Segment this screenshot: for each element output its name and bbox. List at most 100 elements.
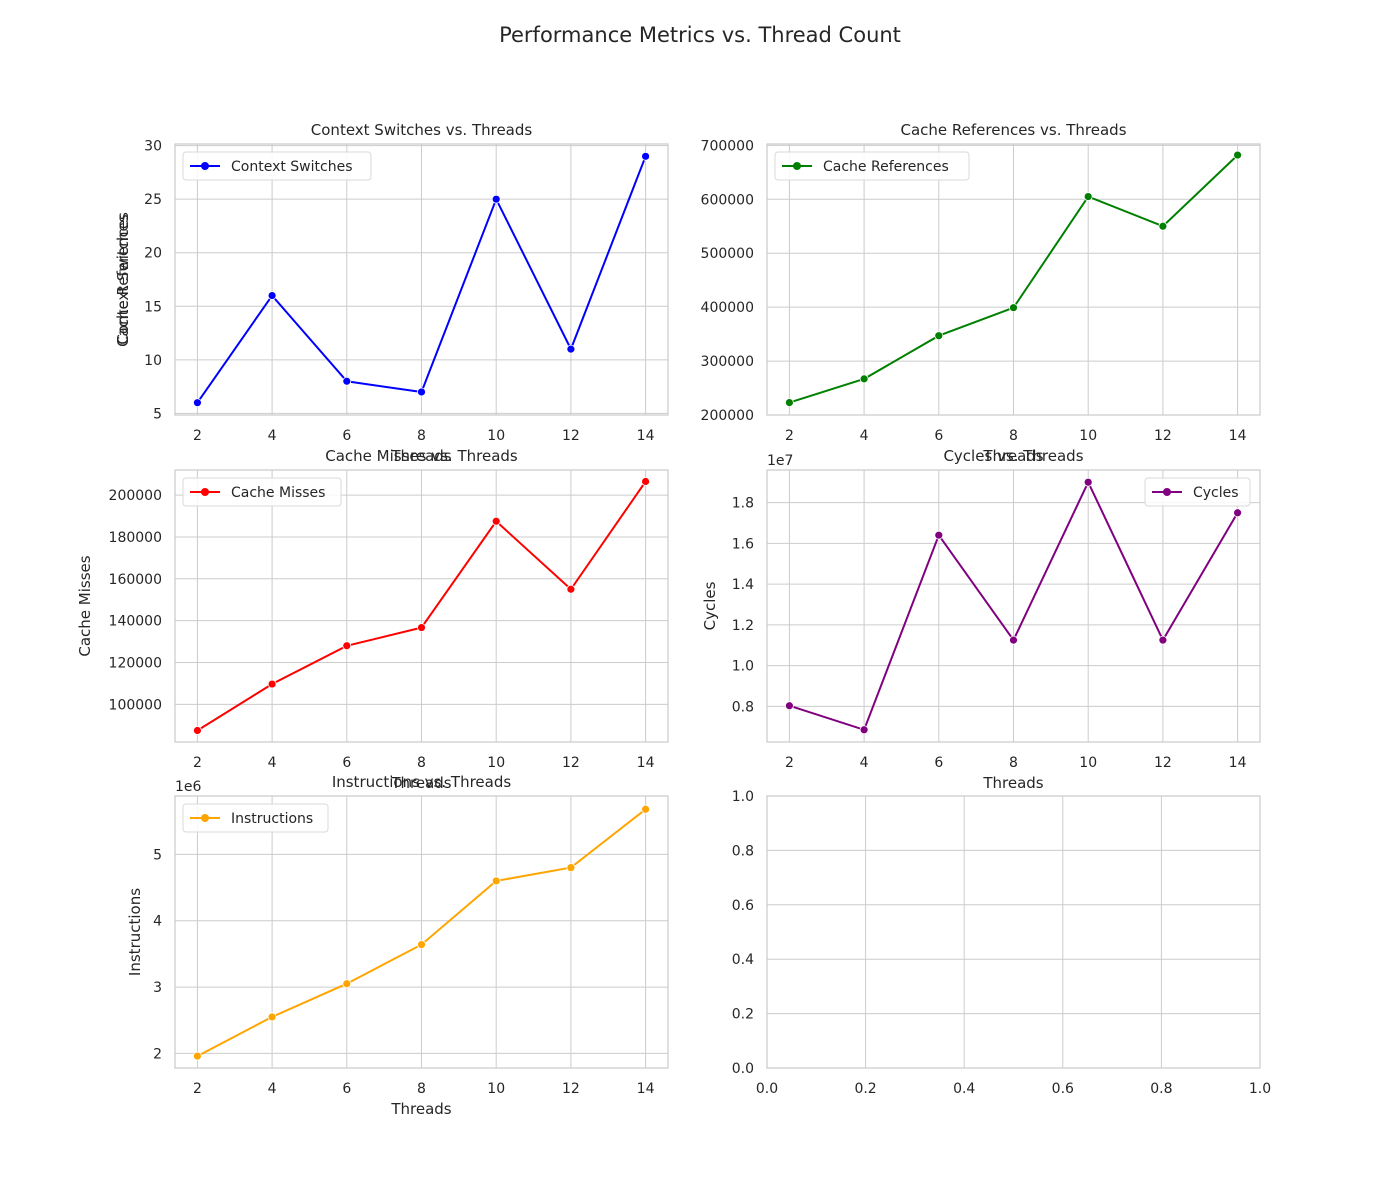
- data-point: [566, 584, 576, 594]
- x-tick-label: 8: [417, 755, 426, 771]
- y-tick-label: 1.0: [732, 789, 754, 805]
- legend: Cache References: [774, 151, 970, 181]
- y-tick-label: 400000: [701, 300, 754, 316]
- y-tick-label: 10: [144, 353, 162, 369]
- y-axis-label: Cache Misses: [76, 555, 94, 656]
- y-axis-label: Cache References: [114, 212, 132, 347]
- y-axis-label: Context Switches: [114, 214, 132, 344]
- subplot-title: Cache References vs. Threads: [900, 121, 1126, 139]
- axes-frame: [174, 795, 669, 1069]
- data-point: [417, 940, 426, 950]
- y-axis-label: Instructions: [126, 888, 144, 976]
- axes-frame: [766, 795, 1261, 1069]
- data-point: [566, 863, 576, 873]
- subplot-2: 2 4 6 8 10 12 14 200000 300000 400000 500000 600000…: [114, 121, 1261, 465]
- x-axis-label: Threads: [390, 774, 451, 792]
- x-tick-label: 10: [1079, 755, 1097, 771]
- y-tick-label: 15: [144, 299, 162, 315]
- data-point: [193, 1051, 202, 1061]
- subplot-title: Context Switches vs. Threads: [311, 121, 533, 139]
- data-point: [342, 641, 352, 651]
- y-tick-label: 1.4: [732, 577, 754, 593]
- y-tick-label: 0.2: [732, 1007, 754, 1023]
- legend-marker: [201, 162, 209, 170]
- legend: Context Switches: [182, 151, 372, 181]
- y-tick-label: 180000: [109, 530, 162, 546]
- x-tick-label: 14: [637, 1081, 655, 1097]
- x-tick-label: 6: [342, 428, 351, 444]
- legend: Cycles: [1144, 477, 1251, 507]
- x-tick-label: 8: [1009, 755, 1018, 771]
- subplot-title: Cache Misses vs. Threads: [325, 447, 518, 465]
- x-tick-label: 4: [268, 1081, 277, 1097]
- data-point: [934, 530, 944, 540]
- data-point: [267, 679, 277, 689]
- x-axis-label: Threads: [390, 1100, 451, 1118]
- y-tick-label: 0.4: [732, 952, 754, 968]
- x-tick-label: 6: [342, 1081, 351, 1097]
- legend-box: [182, 477, 342, 507]
- data-point: [417, 623, 426, 632]
- y-tick-label: 0.0: [732, 1061, 754, 1077]
- y-tick-label: 700000: [701, 138, 754, 154]
- x-tick-label: 4: [268, 428, 277, 444]
- x-tick-label: 6: [342, 755, 351, 771]
- x-tick-label: 14: [1229, 428, 1247, 444]
- y-tick-label: 0.8: [732, 699, 754, 715]
- data-point: [1158, 221, 1168, 231]
- x-tick-label: 2: [785, 755, 794, 771]
- y-offset-label: 1e7: [767, 453, 793, 469]
- x-tick-label: 1.0: [1249, 1081, 1271, 1097]
- data-point: [342, 376, 352, 386]
- legend-marker: [1163, 488, 1171, 496]
- legend-label: Cache Misses: [231, 485, 325, 501]
- data-point: [859, 374, 869, 384]
- figure-title: Performance Metrics vs. Thread Count: [499, 23, 901, 47]
- x-tick-label: 0.6: [1052, 1081, 1074, 1097]
- x-tick-label: 2: [193, 1081, 202, 1097]
- subplot-title: Cycles vs. Threads: [943, 447, 1083, 465]
- y-tick-label: 160000: [109, 572, 162, 588]
- data-point: [859, 725, 869, 735]
- y-tick-label: 4: [153, 914, 162, 930]
- subplot-6: 0.0 0.2 0.4 0.6 0.8 1.0 0.0 0.2 0.4 0.6 0.8 1.0: [732, 789, 1271, 1097]
- legend-label: Instructions: [231, 811, 313, 827]
- y-tick-label: 2: [153, 1046, 162, 1062]
- x-tick-label: 8: [417, 428, 426, 444]
- y-tick-label: 0.6: [732, 898, 754, 914]
- data-point: [267, 1012, 277, 1022]
- x-tick-label: 4: [860, 755, 869, 771]
- y-tick-label: 3: [153, 980, 162, 996]
- legend-label: Cache References: [823, 159, 949, 175]
- y-tick-label: 5: [153, 406, 162, 422]
- x-tick-label: 10: [487, 755, 505, 771]
- y-tick-label: 5: [153, 847, 162, 863]
- legend-box: [1144, 477, 1251, 507]
- data-point: [641, 804, 650, 814]
- x-tick-label: 4: [268, 755, 277, 771]
- x-axis-label: Threads: [982, 774, 1043, 792]
- data-point: [785, 398, 794, 407]
- data-point: [193, 398, 202, 408]
- axes-frame: [174, 469, 669, 743]
- axes-frame: [766, 469, 1261, 743]
- y-tick-label: 200000: [109, 488, 162, 504]
- data-point: [1083, 192, 1093, 201]
- x-tick-label: 12: [562, 428, 580, 444]
- data-point: [491, 876, 501, 886]
- x-tick-label: 0.4: [953, 1081, 975, 1097]
- data-point: [342, 979, 352, 989]
- axes-frame: [174, 143, 669, 416]
- data-point: [1233, 508, 1242, 518]
- y-tick-label: 200000: [701, 408, 754, 424]
- data-point: [1009, 635, 1018, 645]
- legend: Cache Misses: [182, 477, 342, 507]
- legend-label: Context Switches: [231, 159, 353, 175]
- x-tick-label: 2: [193, 755, 202, 771]
- legend-marker: [793, 162, 801, 170]
- x-axis-label: Threads: [390, 447, 451, 465]
- axes-frame: [766, 143, 1261, 416]
- legend: Instructions: [182, 803, 329, 833]
